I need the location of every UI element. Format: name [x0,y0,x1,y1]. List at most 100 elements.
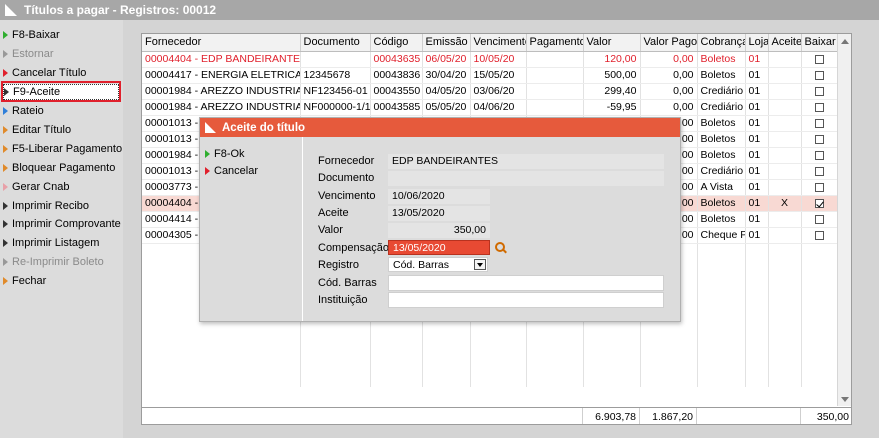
column-header[interactable]: Valor Pago [640,34,698,52]
baixar-checkbox[interactable] [815,70,824,80]
sidebar-item-imprimir-listagem[interactable]: Imprimir Listagem [3,235,119,251]
cell-aceite [768,147,802,164]
sidebar-item-re-imprimir-boleto[interactable]: Re-Imprimir Boleto [3,254,119,270]
empty-cell [801,259,839,275]
sidebar-item-label: Imprimir Recibo [12,200,90,212]
dialog-form: Fornecedor EDP BANDEIRANTES Documento Ve… [303,137,680,321]
column-header[interactable]: Vencimento [470,34,527,52]
sidebar-item-editar-t-tulo[interactable]: Editar Título [3,122,119,138]
scroll-down-icon[interactable] [841,397,849,402]
cell-vencimento: 10/05/20 [470,51,527,68]
baixar-checkbox[interactable] [815,118,824,128]
baixar-checkbox[interactable] [815,86,824,96]
search-icon[interactable] [495,242,507,254]
column-header[interactable]: Emissão [422,34,471,52]
cell-aceite [768,163,802,180]
sidebar-item-rateio[interactable]: Rateio [3,103,119,119]
sidebar-item-label: Imprimir Listagem [12,237,100,249]
table-row[interactable]: 00004417 - ENERGIA ELETRICA 12345678 00043… [142,67,839,84]
cell-aceite [768,51,802,68]
cell-valor: 299,40 [583,83,641,100]
sidebar-item-label: Re-Imprimir Boleto [12,256,104,268]
sidebar-item-imprimir-recibo[interactable]: Imprimir Recibo [3,198,119,214]
column-header[interactable]: Loja [745,34,769,52]
sidebar-item-f5-liberar-pagamento[interactable]: F5-Liberar Pagamento [3,141,122,157]
table-row[interactable]: 00001984 - AREZZO INDUSTRIA E CNF123456-… [142,83,839,100]
column-header[interactable]: Valor [583,34,641,52]
table-row[interactable]: 00004404 - EDP BANDEIRANTES 00043635 06/05… [142,51,839,68]
column-header[interactable]: Código [370,34,423,52]
vertical-scrollbar[interactable] [837,34,851,406]
baixar-checkbox[interactable] [815,166,824,176]
cell-cobranca: Crediário [697,163,746,180]
baixar-checkbox[interactable] [815,198,824,208]
cell-fornecedor: 00001984 - AREZZO INDUSTRIA E C [142,99,301,116]
baixar-checkbox[interactable] [815,214,824,224]
empty-cell [697,355,746,371]
cancel-button[interactable]: Cancelar [205,163,258,179]
cell-cobranca: Crediário [697,83,746,100]
column-header[interactable]: Cobrança [697,34,746,52]
green-arrow-icon [205,150,210,158]
instituicao-input[interactable] [388,292,664,308]
totals-spacer [142,408,583,424]
sidebar-item-f9-aceite[interactable]: F9-Aceite [3,84,119,100]
registro-select[interactable]: Cód. Barras [388,257,488,272]
column-header[interactable]: Aceite [768,34,802,52]
table-row[interactable]: 00001984 - AREZZO INDUSTRIA E CNF000000-… [142,99,839,116]
empty-cell [801,339,839,355]
sidebar-item-bloquear-pagamento[interactable]: Bloquear Pagamento [3,160,119,176]
total-valor: 6.903,78 [583,408,640,424]
empty-cell [470,339,527,355]
cell-pagamento [526,51,584,68]
baixar-checkbox[interactable] [815,230,824,240]
column-header[interactable]: Baixar [801,34,839,52]
scroll-up-icon[interactable] [841,39,849,44]
empty-cell [526,355,584,371]
empty-cell [526,339,584,355]
sidebar-item-label: Estornar [12,48,54,60]
arrow-icon [3,50,8,58]
total-baixar: 350,00 [816,411,849,423]
sidebar-item-cancelar-t-tulo[interactable]: Cancelar Título [3,65,119,81]
sidebar-item-fechar[interactable]: Fechar [3,273,119,289]
window-title: Títulos a pagar - Registros: 00012 [24,3,217,17]
empty-cell [583,355,641,371]
sidebar-item-label: F9-Aceite [13,86,61,98]
baixar-checkbox[interactable] [815,54,824,64]
sidebar-item-imprimir-comprovante[interactable]: Imprimir Comprovante [3,216,121,232]
baixar-checkbox[interactable] [815,182,824,192]
compensacao-label: Compensação [318,242,389,254]
cod-barras-label: Cód. Barras [318,277,377,289]
cell-fornecedor: 00004404 - EDP BANDEIRANTES [142,51,301,68]
sidebar-item-label: F8-Baixar [12,29,60,41]
ok-button[interactable]: F8-Ok [205,146,245,162]
empty-cell [801,291,839,307]
cell-cobranca: Boletos [697,51,746,68]
empty-cell [697,307,746,323]
cell-cobranca: Crediário [697,99,746,116]
column-header[interactable]: Fornecedor [142,34,301,52]
empty-cell [422,323,471,339]
empty-cell [370,323,423,339]
sidebar-item-gerar-cnab[interactable]: Gerar Cnab [3,179,119,195]
chevron-down-icon[interactable] [474,259,486,270]
cell-baixar [801,163,839,180]
ok-button-label: F8-Ok [214,148,245,160]
empty-cell [697,259,746,275]
sidebar-item-estornar[interactable]: Estornar [3,46,119,62]
cod-barras-input[interactable] [388,275,664,291]
compensacao-input[interactable]: 13/05/2020 [388,240,490,255]
empty-cell [300,371,371,387]
cell-aceite [768,227,802,244]
column-header[interactable]: Documento [300,34,371,52]
baixar-checkbox[interactable] [815,150,824,160]
column-header[interactable]: Pagamento [526,34,584,52]
cell-valor: 500,00 [583,67,641,84]
baixar-checkbox[interactable] [815,102,824,112]
sidebar-item-f8-baixar[interactable]: F8-Baixar [3,27,119,43]
empty-cell [768,323,802,339]
arrow-icon [3,69,8,77]
cell-cobranca: Cheque P [697,227,746,244]
baixar-checkbox[interactable] [815,134,824,144]
